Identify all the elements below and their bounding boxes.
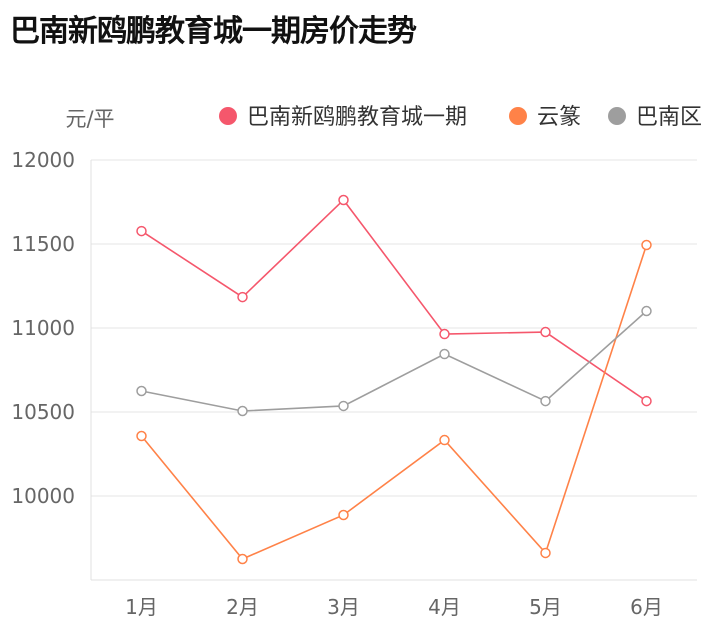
data-point — [540, 547, 551, 559]
y-tick-label: 11000 — [11, 316, 75, 340]
data-point — [338, 400, 349, 412]
data-point — [136, 430, 147, 442]
data-point — [641, 239, 652, 251]
legend-marker — [608, 107, 626, 125]
x-tick-label: 6月 — [630, 595, 663, 619]
data-point — [540, 395, 551, 407]
x-tick-label: 3月 — [327, 595, 360, 619]
y-tick-label: 10500 — [11, 400, 75, 424]
data-point — [439, 348, 450, 360]
legend-label: 巴南区 — [636, 105, 702, 130]
series-line — [141, 310, 648, 412]
data-point — [237, 553, 248, 565]
data-point — [237, 405, 248, 417]
x-tick-label: 2月 — [226, 595, 259, 619]
data-point — [641, 395, 652, 407]
data-point — [136, 385, 147, 397]
y-tick-label: 12000 — [11, 148, 75, 172]
y-tick-label: 10000 — [11, 484, 75, 508]
legend-label: 巴南新鸥鹏教育城一期 — [247, 105, 467, 130]
data-point — [540, 326, 551, 338]
legend-marker — [219, 107, 237, 125]
data-point — [338, 509, 349, 521]
x-tick-label: 1月 — [125, 595, 158, 619]
series-line — [141, 198, 647, 402]
series-line — [140, 244, 648, 560]
data-point — [237, 291, 248, 303]
y-tick-label: 11500 — [11, 232, 75, 256]
x-tick-label: 4月 — [428, 595, 461, 619]
data-point — [136, 225, 147, 237]
data-point — [641, 305, 652, 317]
data-point — [439, 434, 450, 446]
legend-marker — [509, 107, 527, 125]
x-tick-label: 5月 — [529, 595, 562, 619]
data-point — [439, 328, 450, 340]
y-axis-label: 元/平 — [65, 107, 114, 131]
chart-title: 巴南新鸥鹏教育城一期房价走势 — [10, 14, 417, 49]
legend-label: 云篆 — [537, 105, 581, 130]
data-point — [338, 194, 349, 206]
